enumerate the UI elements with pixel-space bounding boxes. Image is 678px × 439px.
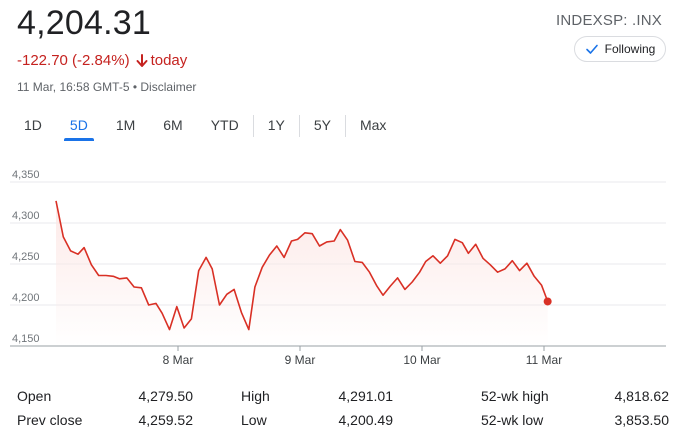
tab-divider bbox=[298, 115, 300, 137]
current-price: 4,204.31 bbox=[17, 4, 151, 42]
x-tick-label: 9 Mar bbox=[285, 353, 316, 367]
stats-row: Prev close 4,259.52 Low 4,200.49 52-wk l… bbox=[17, 408, 669, 432]
price-line bbox=[55, 200, 549, 331]
tab-ytd[interactable]: YTD bbox=[210, 117, 239, 133]
stat-value-52wk-high: 4,818.62 bbox=[614, 388, 670, 404]
stat-label-prev-close: Prev close bbox=[17, 412, 83, 428]
stat-value-low: 4,200.49 bbox=[338, 412, 394, 428]
time-range-tabs: 1D 5D 1M 6M YTD 1Y 5Y Max bbox=[10, 110, 400, 142]
timestamp: 11 Mar, 16:58 GMT-5 bbox=[17, 80, 130, 94]
timestamp-row: 11 Mar, 16:58 GMT-5 • Disclaimer bbox=[17, 80, 196, 94]
current-price-dot bbox=[543, 297, 552, 306]
tab-divider bbox=[344, 115, 346, 137]
change-suffix: today bbox=[150, 52, 188, 69]
price-change: -122.70 (-2.84%) today bbox=[17, 52, 187, 69]
y-tick-label: 4,200 bbox=[12, 292, 40, 304]
tab-5y[interactable]: 5Y bbox=[313, 117, 331, 133]
stat-value-52wk-low: 3,853.50 bbox=[614, 412, 670, 428]
stat-label-52wk-high: 52-wk high bbox=[481, 388, 549, 404]
x-tick-label: 10 Mar bbox=[403, 353, 440, 367]
tab-5d[interactable]: 5D bbox=[56, 110, 102, 142]
tab-1y[interactable]: 1Y bbox=[267, 117, 285, 133]
x-tick-label: 8 Mar bbox=[163, 353, 194, 367]
tab-divider bbox=[252, 115, 254, 137]
following-label: Following bbox=[604, 42, 656, 56]
y-tick-label: 4,150 bbox=[12, 333, 40, 345]
x-tick-label: 11 Mar bbox=[526, 353, 562, 367]
tab-max[interactable]: Max bbox=[359, 117, 387, 133]
y-tick-label: 4,250 bbox=[12, 251, 40, 263]
tab-1d[interactable]: 1D bbox=[24, 117, 42, 133]
stat-label-high: High bbox=[241, 388, 270, 404]
price-chart[interactable]: 4,350 4,300 4,250 4,200 4,150 8 Mar 9 Mar 10 Ma… bbox=[0, 160, 678, 372]
stat-value-high: 4,291.01 bbox=[338, 388, 394, 404]
y-tick-label: 4,300 bbox=[12, 210, 40, 222]
arrow-down-icon bbox=[136, 53, 148, 67]
tab-6m[interactable]: 6M bbox=[163, 117, 183, 133]
stat-label-open: Open bbox=[17, 388, 52, 404]
following-button[interactable]: Following bbox=[574, 36, 666, 62]
ticker-symbol: INDEXSP: .INX bbox=[556, 12, 662, 29]
separator: • bbox=[132, 80, 138, 94]
stat-value-open: 4,279.50 bbox=[138, 388, 194, 404]
stat-label-low: Low bbox=[241, 412, 267, 428]
check-icon bbox=[585, 44, 598, 54]
stat-value-prev-close: 4,259.52 bbox=[138, 412, 194, 428]
y-tick-label: 4,350 bbox=[12, 169, 40, 181]
stat-label-52wk-low: 52-wk low bbox=[481, 412, 544, 428]
stats-table: Open 4,279.50 High 4,291.01 52-wk high 4… bbox=[17, 384, 669, 432]
price-area bbox=[56, 200, 548, 346]
tab-1m[interactable]: 1M bbox=[115, 117, 136, 133]
change-value: -122.70 (-2.84%) bbox=[17, 52, 130, 69]
stats-row: Open 4,279.50 High 4,291.01 52-wk high 4… bbox=[17, 384, 669, 408]
disclaimer-link[interactable]: Disclaimer bbox=[140, 80, 197, 94]
